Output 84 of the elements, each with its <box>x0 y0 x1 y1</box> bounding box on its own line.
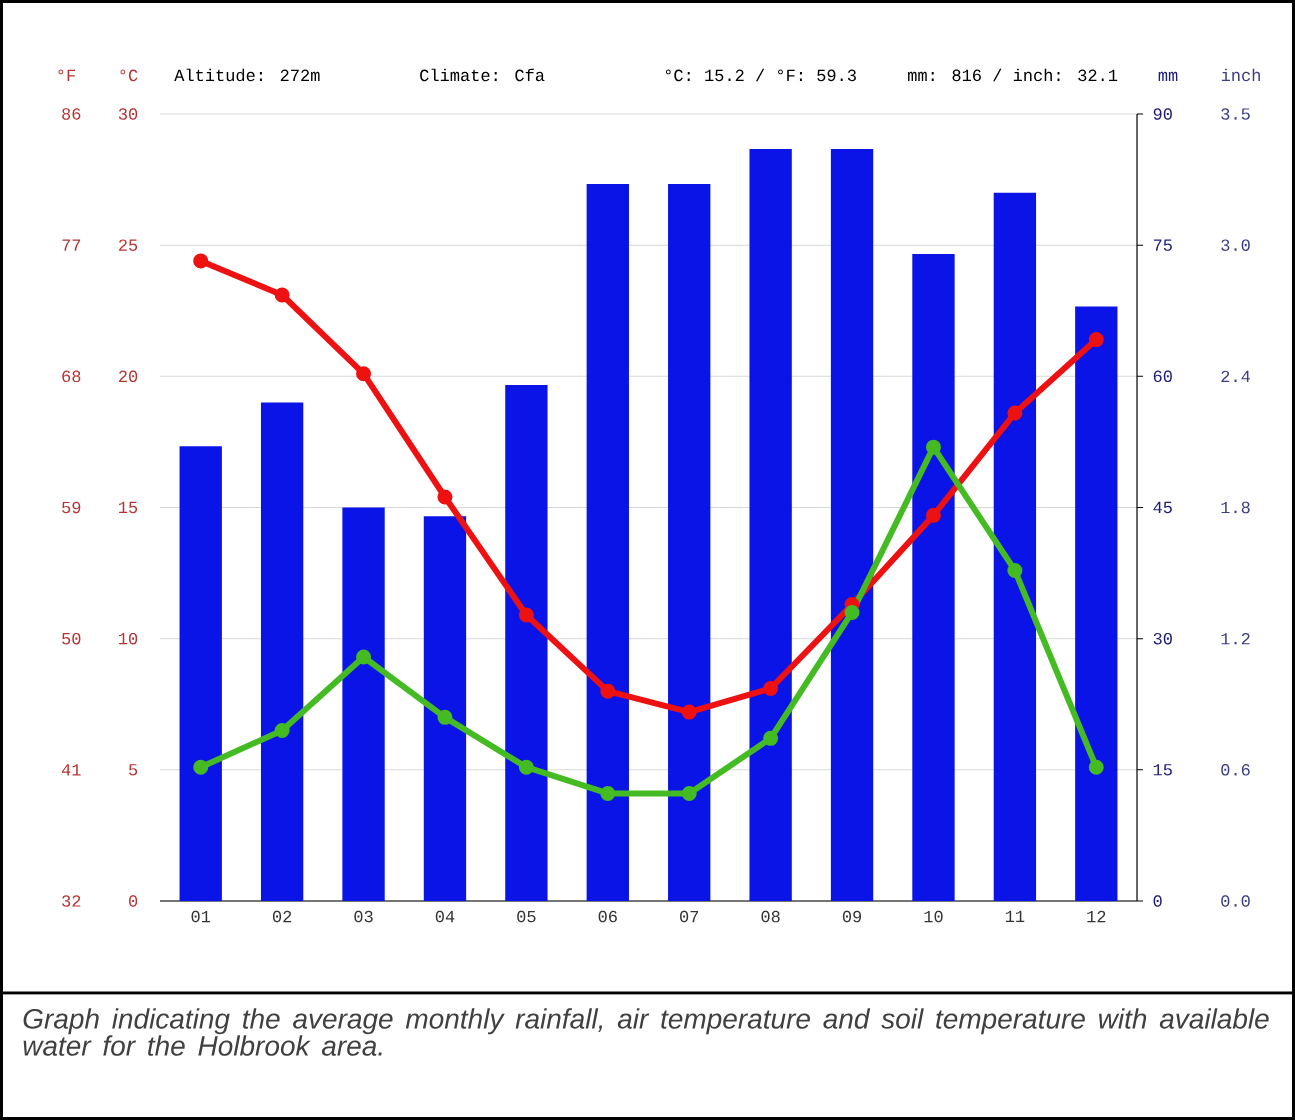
bar <box>749 148 792 901</box>
text: 3.5 <box>1221 108 1250 120</box>
bar <box>1075 306 1118 901</box>
point <box>356 366 372 382</box>
y-tick-label: 25 <box>118 239 138 251</box>
bar <box>342 507 385 901</box>
x-tick-label: 06 <box>598 910 617 923</box>
point <box>437 489 453 505</box>
y2-tick-label: 90 <box>1153 108 1172 120</box>
bar <box>993 192 1037 901</box>
x-tick-label: 10 <box>924 910 943 923</box>
x-tick-label: 02 <box>272 910 292 923</box>
bar <box>423 516 467 901</box>
y3-tick-label: 41 <box>61 764 81 776</box>
y3-axis-title: °F <box>58 69 75 81</box>
point <box>437 709 453 725</box>
x-tick-label: 05 <box>517 910 536 923</box>
x-tick-label: 03 <box>354 910 373 923</box>
point <box>518 607 534 623</box>
x-tick-label: 12 <box>1087 910 1106 923</box>
bar <box>830 148 874 901</box>
point <box>763 681 779 696</box>
point <box>681 785 697 801</box>
text: 1.8 <box>1221 501 1250 514</box>
text: 0.6 <box>1221 764 1250 776</box>
y3-tick-label: 59 <box>62 501 81 514</box>
point <box>193 253 209 269</box>
bar <box>260 402 304 901</box>
point <box>1088 332 1104 348</box>
y3-tick-label: 68 <box>62 370 81 383</box>
y-tick-label: 0 <box>129 895 138 907</box>
point <box>518 759 534 775</box>
y2-tick-label: 15 <box>1153 764 1172 776</box>
y3-tick-label: 86 <box>62 108 81 120</box>
point <box>356 649 372 665</box>
text: 2.4 <box>1221 370 1250 383</box>
text: 0.0 <box>1221 895 1250 907</box>
point <box>763 730 779 746</box>
bar <box>505 385 548 901</box>
point <box>925 439 941 455</box>
bar <box>179 446 222 901</box>
bar <box>586 183 629 901</box>
y-axis-title: °C <box>120 69 138 82</box>
y-tick-label: 10 <box>119 632 138 645</box>
point <box>844 604 860 620</box>
y-tick-label: 15 <box>119 501 138 514</box>
point <box>600 683 616 699</box>
x-tick-label: 07 <box>680 910 699 923</box>
y2-tick-label: 45 <box>1153 501 1172 514</box>
point <box>193 759 209 775</box>
point <box>1007 405 1023 421</box>
point <box>681 704 697 720</box>
text: 1.2 <box>1221 632 1250 645</box>
y2-tick-label: 0 <box>1153 895 1162 907</box>
text: inch <box>1221 68 1260 82</box>
y2-tick-label: 75 <box>1153 239 1172 251</box>
point <box>1088 759 1104 775</box>
x-tick-label: 08 <box>761 910 780 923</box>
text: 3.0 <box>1221 239 1250 251</box>
y2-tick-label: 30 <box>1153 632 1172 645</box>
y3-tick-label: 32 <box>62 895 81 907</box>
x-tick-label: 01 <box>191 910 211 923</box>
x-tick-label: 09 <box>842 910 862 923</box>
text: Climate: Cfa <box>420 68 545 82</box>
bar <box>912 253 955 901</box>
point <box>274 722 290 738</box>
text: Graph indicating the average monthly rainfall, air temperature and soil temperature with available water for the Holbrook area. <box>23 1008 1269 1056</box>
x-tick-label: 04 <box>435 910 455 923</box>
y-tick-label: 20 <box>118 370 138 383</box>
y2-axis-title: mm <box>1158 71 1178 81</box>
text: °C: 15.2 / °F: 59.3 <box>665 68 856 82</box>
point <box>1007 562 1023 578</box>
y-tick-label: 5 <box>129 764 138 776</box>
point <box>925 507 941 523</box>
point <box>274 287 290 303</box>
bar <box>668 183 711 901</box>
text: mm: 816 / inch: 32.1 <box>908 68 1118 82</box>
x-tick-label: 11 <box>1005 910 1025 922</box>
y3-tick-label: 77 <box>62 239 81 251</box>
y2-tick-label: 60 <box>1153 370 1172 383</box>
point <box>600 785 616 801</box>
y3-tick-label: 50 <box>62 632 81 645</box>
text: Altitude: 272m <box>174 68 320 82</box>
y-tick-label: 30 <box>118 108 138 120</box>
